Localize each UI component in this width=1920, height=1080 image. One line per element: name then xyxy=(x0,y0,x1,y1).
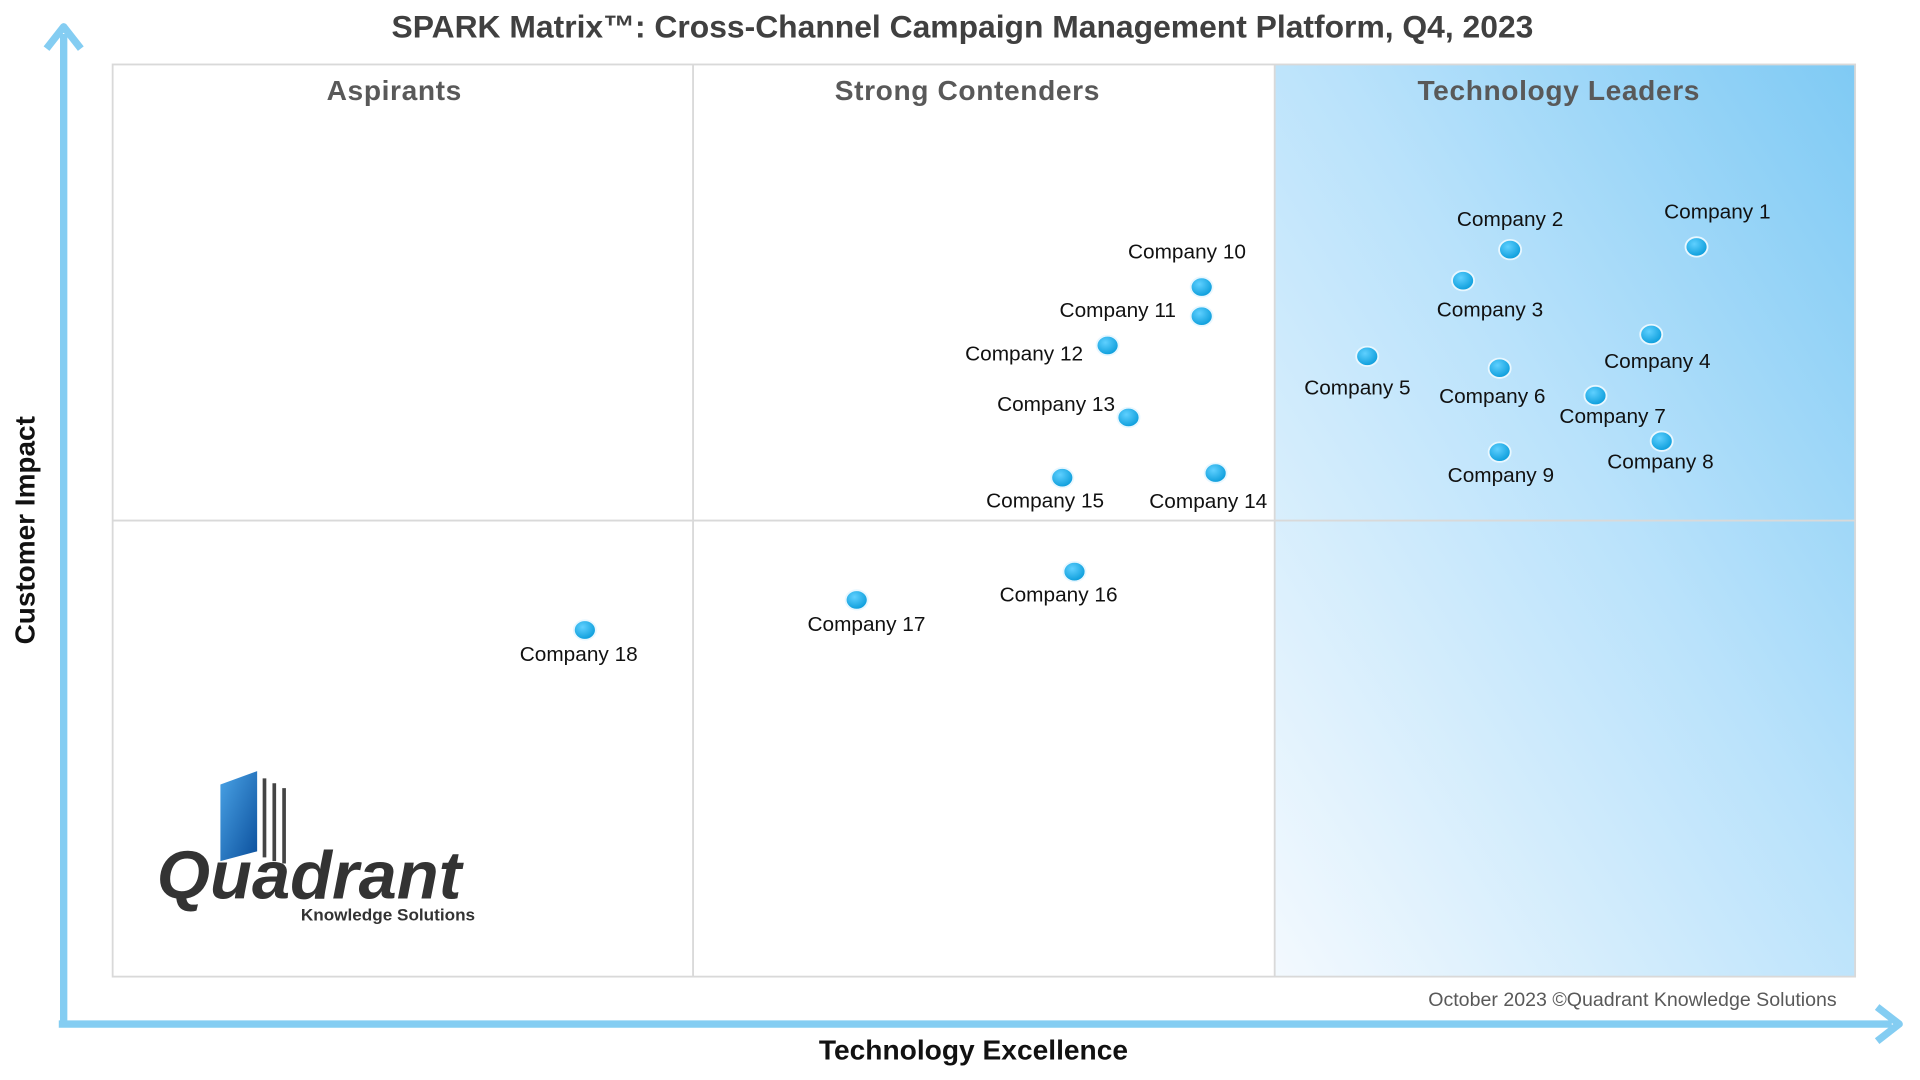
point xyxy=(1451,270,1475,292)
point-label: Company 8 xyxy=(1607,451,1713,474)
point-label: Company 4 xyxy=(1604,350,1710,373)
point-label: Company 10 xyxy=(1128,240,1246,263)
point xyxy=(1498,238,1523,261)
logo: Quadrant Knowledge Solutions xyxy=(157,771,475,924)
point-label: Company 15 xyxy=(986,490,1104,513)
point xyxy=(1583,384,1608,407)
point xyxy=(1487,441,1512,463)
point xyxy=(1684,236,1709,258)
point-label: Company 1 xyxy=(1664,200,1770,223)
logo-book xyxy=(220,771,258,862)
footnote: October 2023 ©Quadrant Knowledge Solutio… xyxy=(1428,989,1837,1011)
point-label: Company 3 xyxy=(1437,299,1543,322)
point xyxy=(1050,467,1075,489)
point-label: Company 13 xyxy=(997,393,1115,416)
point xyxy=(844,589,869,611)
points: Company 1 Company 2 Company 3 Company 4 Comp… xyxy=(520,200,1771,666)
point xyxy=(1203,462,1228,484)
logo-name: Quadrant xyxy=(157,838,465,914)
chart-title: SPARK Matrix™: Cross-Channel Campaign Ma… xyxy=(392,9,1534,45)
quadrant-label: Strong Contenders xyxy=(835,75,1100,106)
point-label: Company 14 xyxy=(1149,490,1267,513)
point xyxy=(1189,276,1214,298)
x-axis-arrow xyxy=(58,1004,1903,1044)
point-label: Company 5 xyxy=(1304,377,1410,400)
y-axis-arrow xyxy=(43,23,84,1025)
x-axis-label: Technology Excellence xyxy=(819,1034,1128,1065)
point xyxy=(1189,305,1214,327)
point-label: Company 2 xyxy=(1457,208,1563,231)
point xyxy=(1487,357,1512,379)
point-label: Company 17 xyxy=(807,613,925,636)
point xyxy=(1639,323,1664,346)
point-label: Company 16 xyxy=(1000,583,1118,606)
point-label: Company 9 xyxy=(1448,464,1554,487)
point-label: Company 12 xyxy=(965,343,1083,366)
point xyxy=(1649,430,1674,452)
quadrant-label: Technology Leaders xyxy=(1417,75,1700,106)
point xyxy=(1116,406,1141,429)
point xyxy=(1355,345,1380,367)
point xyxy=(1062,560,1087,583)
logo-pages xyxy=(262,778,286,864)
logo-tagline: Knowledge Solutions xyxy=(301,905,475,924)
point-label: Company 11 xyxy=(1060,299,1176,322)
point xyxy=(1095,334,1120,357)
point-label: Company 6 xyxy=(1439,385,1545,408)
quadrant-label: Aspirants xyxy=(327,75,462,106)
point-label: Company 18 xyxy=(520,643,638,666)
y-axis-label: Customer Impact xyxy=(9,416,40,644)
point-label: Company 7 xyxy=(1559,405,1665,428)
point xyxy=(572,619,597,641)
